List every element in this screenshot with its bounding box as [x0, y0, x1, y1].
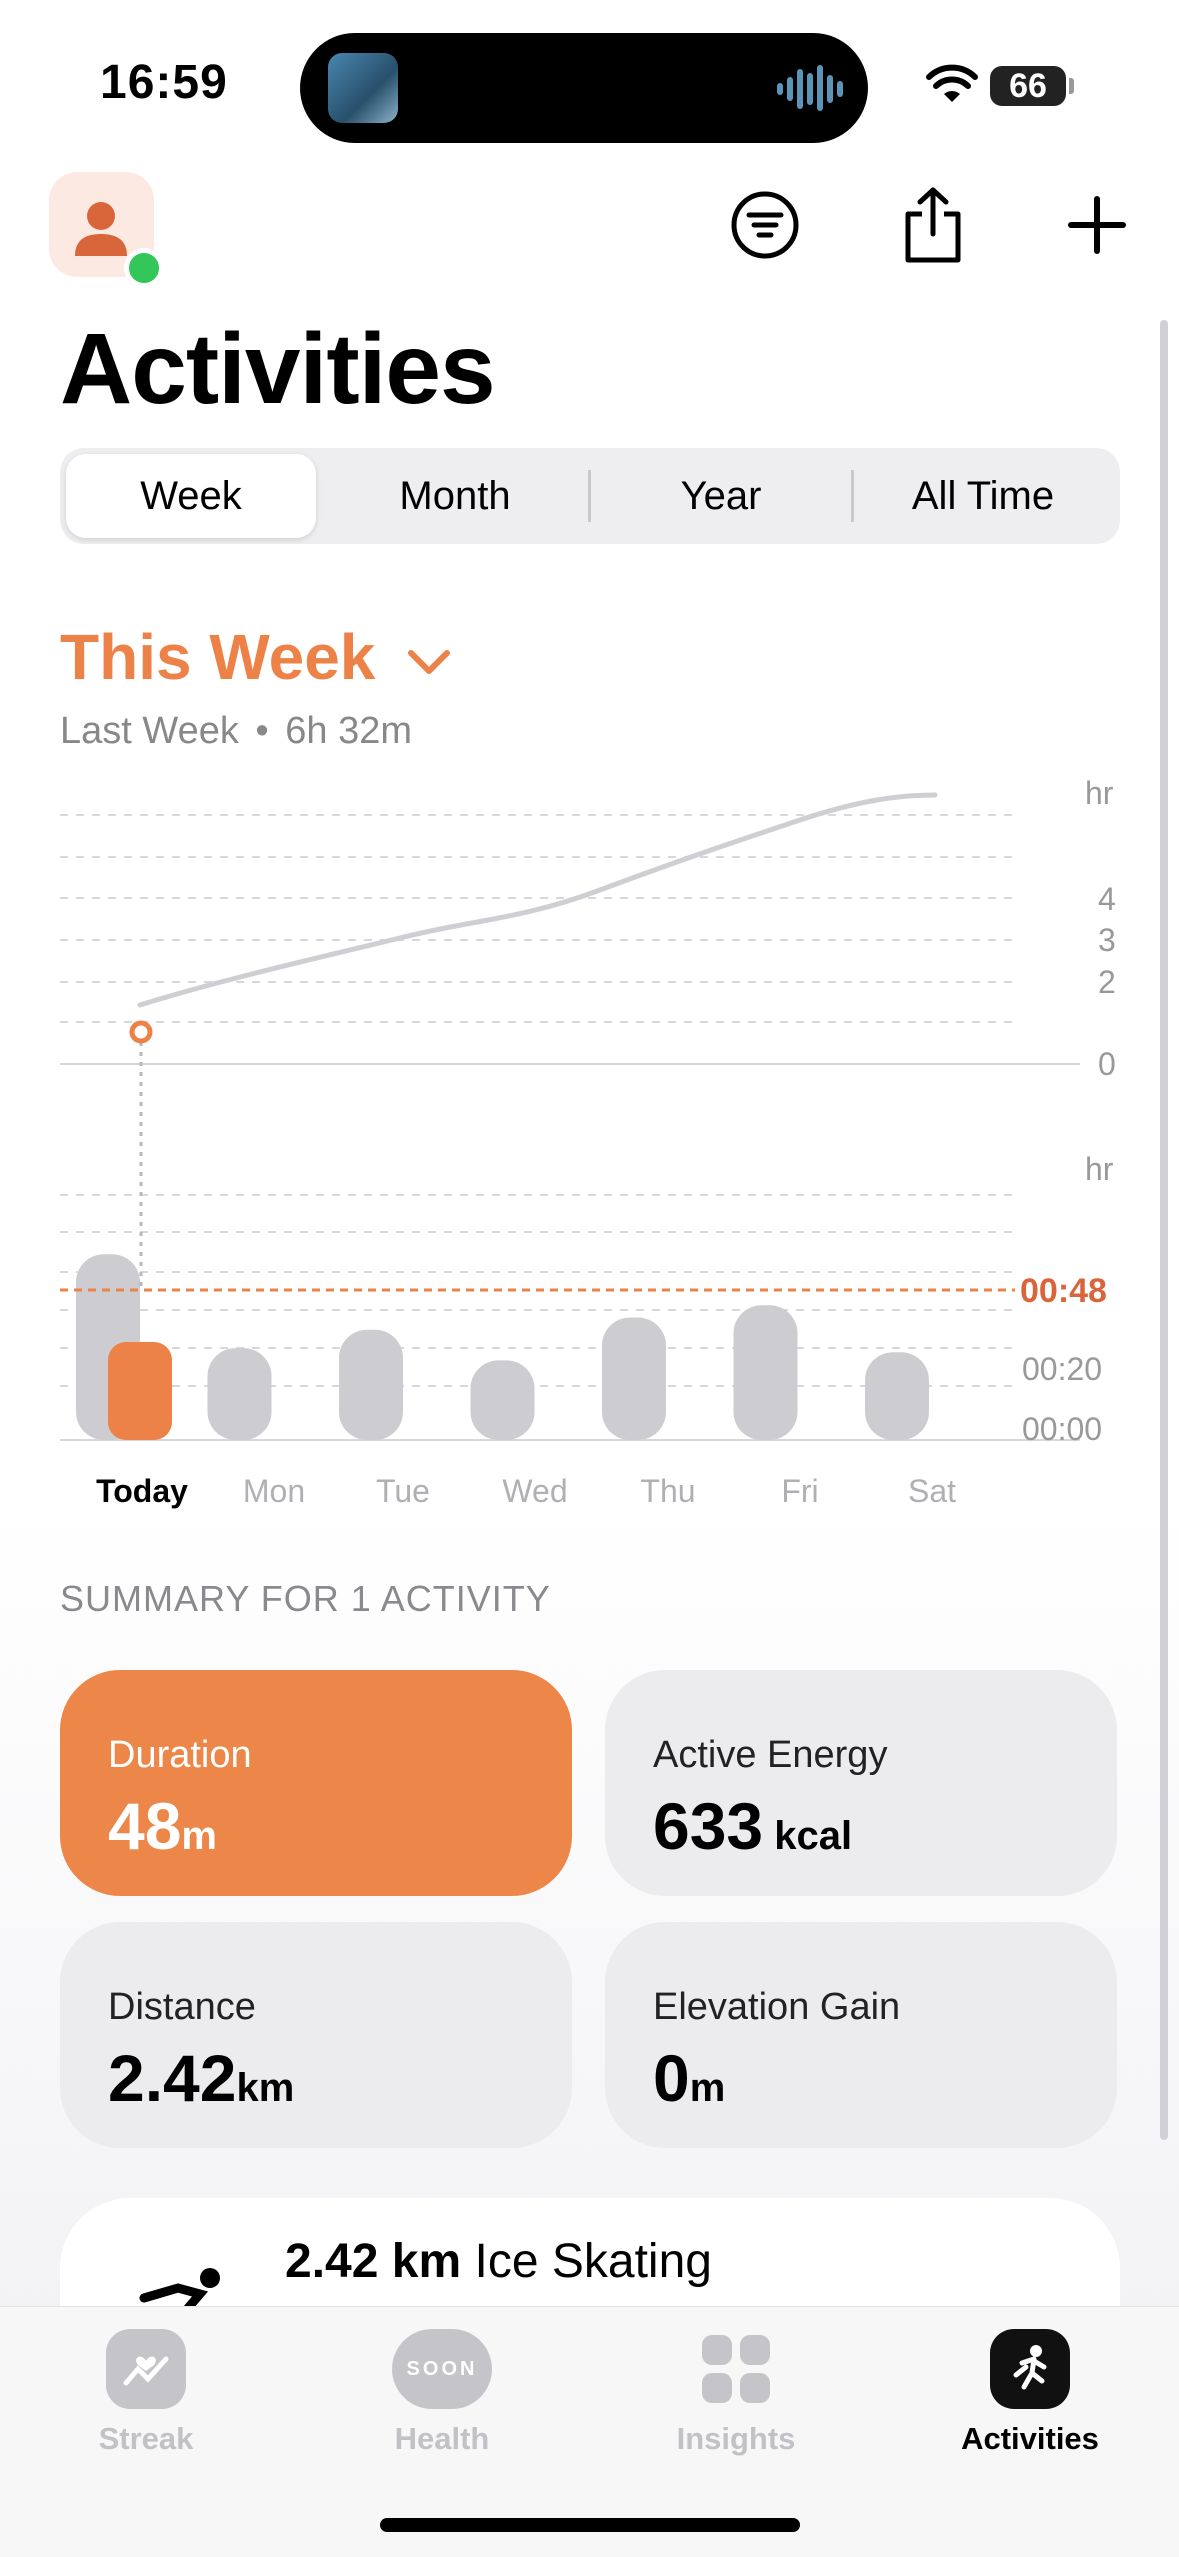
last-week-bar-thu[interactable] — [602, 1317, 666, 1441]
tab-streak[interactable]: Streak — [26, 2329, 266, 2457]
summary-heading: SUMMARY FOR 1 ACTIVITY — [60, 1578, 551, 1619]
day-label-today[interactable]: Today — [96, 1473, 188, 1509]
tab-label: Streak — [98, 2421, 194, 2456]
dynamic-island[interactable] — [300, 33, 868, 143]
status-time: 16:59 — [100, 56, 228, 109]
average-label: 00:48 — [1020, 1272, 1107, 1310]
plus-icon — [1068, 196, 1126, 254]
card-label: Distance — [108, 1986, 256, 2028]
daily-tick: 00:00 — [1022, 1411, 1102, 1447]
chevron-down-icon — [408, 650, 451, 675]
now-playing-artwork — [328, 53, 398, 123]
tab-label: Health — [394, 2421, 490, 2456]
segment-week[interactable]: Week — [66, 454, 316, 538]
day-label-tue[interactable]: Tue — [376, 1473, 430, 1509]
activity-distance: 2.42 km — [285, 2235, 462, 2288]
card-value: 2.42km — [108, 2041, 295, 2115]
period-picker[interactable]: This Week — [60, 620, 451, 694]
cumulative-axis-unit: hr — [1085, 775, 1114, 811]
share-icon — [905, 187, 961, 263]
segment-all-time[interactable]: All Time — [911, 473, 1055, 518]
segment-divider — [851, 470, 854, 522]
this-week-bar-today[interactable] — [108, 1342, 172, 1440]
share-button[interactable] — [888, 180, 978, 270]
last-week-bar-wed[interactable] — [470, 1360, 535, 1440]
last-week-bar-tue[interactable] — [339, 1329, 403, 1440]
segment-year[interactable]: Year — [680, 473, 762, 518]
tab-activities[interactable]: Activities — [910, 2329, 1150, 2457]
distance-card[interactable]: Distance 2.42km — [60, 1922, 572, 2148]
period-segmented-control: Week Month Year All Time — [60, 448, 1120, 544]
last-week-bar-fri[interactable] — [733, 1305, 798, 1440]
card-label: Active Energy — [653, 1734, 888, 1776]
streak-icon — [106, 2329, 186, 2409]
card-unit: m — [689, 2066, 726, 2110]
card-unit: km — [236, 2066, 295, 2110]
card-unit: m — [181, 1814, 217, 1858]
card-value: 48m — [108, 1789, 217, 1863]
day-label-mon[interactable]: Mon — [242, 1473, 306, 1509]
segment-divider — [588, 470, 591, 522]
day-label-sat[interactable]: Sat — [907, 1473, 957, 1509]
active-energy-card[interactable]: Active Energy 633 kcal — [605, 1670, 1117, 1896]
online-status-dot — [124, 248, 164, 288]
card-value: 633 kcal — [653, 1789, 853, 1863]
card-label: Elevation Gain — [653, 1986, 901, 2028]
card-unit: kcal — [763, 1814, 853, 1858]
profile-avatar-button[interactable] — [49, 172, 154, 277]
activities-icon — [990, 2329, 1070, 2409]
segment-month[interactable]: Month — [399, 473, 511, 518]
elevation-gain-card[interactable]: Elevation Gain 0m — [605, 1922, 1117, 2148]
comparison-label: Last Week — [60, 710, 239, 752]
health-icon: SOON — [392, 2329, 492, 2409]
activity-title: 2.42 km Ice Skating — [285, 2234, 712, 2289]
filter-button[interactable] — [720, 180, 810, 270]
page-title: Activities — [60, 313, 496, 425]
tab-bar: Streak SOON Health Insights Activities — [0, 2306, 1179, 2557]
day-label-fri[interactable]: Fri — [781, 1473, 819, 1509]
last-week-bar-sat[interactable] — [865, 1352, 929, 1440]
cumulative-tick: 2 — [1098, 964, 1116, 1000]
scrollbar[interactable] — [1160, 320, 1168, 2140]
current-progress-marker — [129, 1020, 153, 1044]
soon-badge: SOON — [406, 2357, 478, 2380]
daily-axis-unit: hr — [1085, 1151, 1114, 1187]
tab-label: Activities — [961, 2421, 1099, 2456]
duration-card[interactable]: Duration 48m — [60, 1670, 572, 1896]
card-value: 0m — [653, 2041, 726, 2115]
audio-waveform-icon — [777, 65, 843, 111]
insights-icon — [696, 2329, 776, 2409]
comparison-value: 6h 32m — [285, 710, 413, 752]
card-label: Duration — [108, 1734, 252, 1776]
last-week-cumulative-line — [137, 792, 938, 1008]
person-icon — [75, 202, 127, 256]
battery-indicator: 66 — [990, 66, 1074, 106]
tab-health[interactable]: SOON Health — [322, 2329, 562, 2457]
period-label: This Week — [60, 621, 376, 693]
add-button[interactable] — [1052, 180, 1142, 270]
comparison-text: Last Week • 6h 32m — [60, 710, 413, 752]
last-week-bar-mon[interactable] — [207, 1348, 272, 1440]
filter-icon — [731, 191, 799, 259]
day-label-thu[interactable]: Thu — [640, 1473, 696, 1509]
home-indicator[interactable] — [380, 2518, 800, 2532]
day-label-wed[interactable]: Wed — [502, 1473, 568, 1509]
tab-label: Insights — [676, 2421, 796, 2456]
wifi-icon — [926, 64, 978, 102]
cumulative-tick: 0 — [1098, 1046, 1116, 1082]
activity-name: Ice Skating — [474, 2235, 712, 2288]
tab-insights[interactable]: Insights — [616, 2329, 856, 2457]
cumulative-tick: 3 — [1098, 922, 1116, 958]
daily-tick: 00:20 — [1022, 1351, 1102, 1387]
cumulative-tick: 4 — [1098, 881, 1116, 917]
weekly-activity-chart: hr 4 3 2 0 hr 00:48 00:20 00:00 — [60, 775, 1116, 1447]
